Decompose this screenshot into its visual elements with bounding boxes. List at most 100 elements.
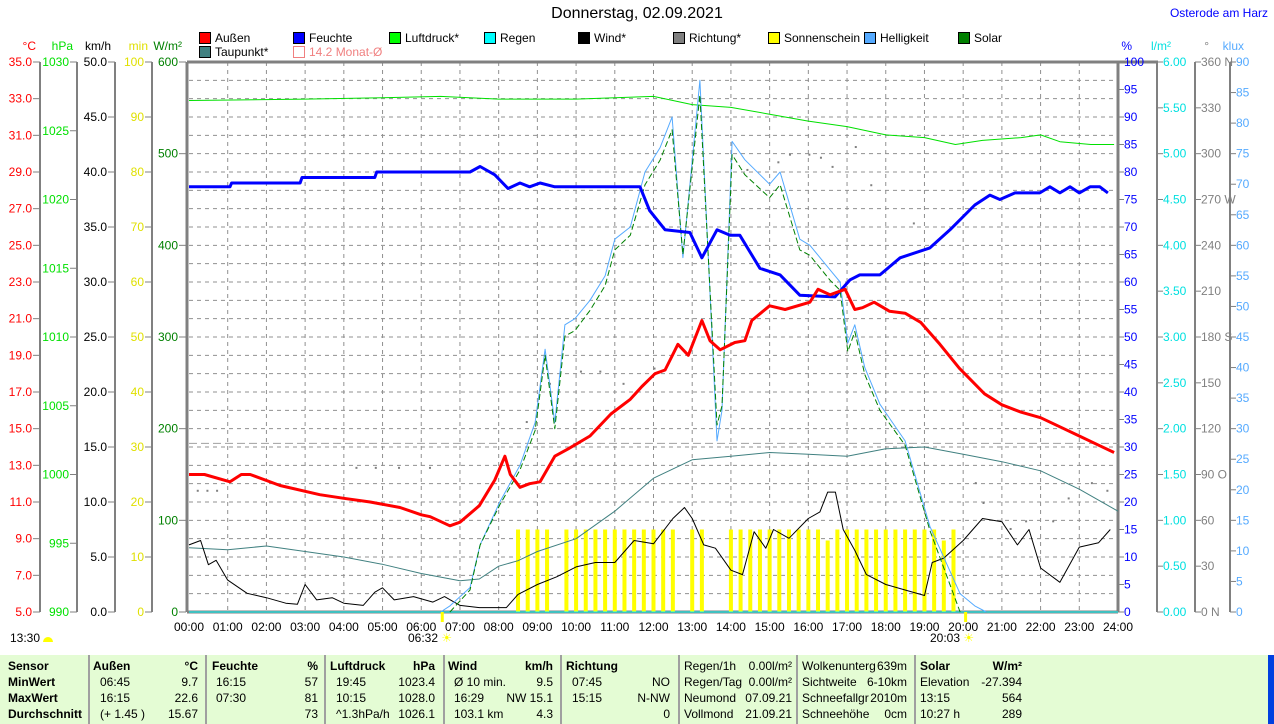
axis-tick-label: 60 — [1124, 275, 1138, 289]
sunshine-bar — [912, 529, 917, 612]
series-solar — [449, 94, 961, 613]
direction-point — [525, 421, 528, 424]
sunshine-bar — [525, 529, 530, 612]
header-sensor: Sensor — [8, 659, 49, 673]
direction-point — [788, 153, 791, 156]
luftdruck-time: 10:15 — [336, 691, 367, 705]
x-tick-label: 06:00 — [406, 620, 436, 634]
direction-point — [653, 367, 656, 370]
direction-point — [1009, 527, 1012, 530]
solar-key: 13:15 — [920, 691, 951, 705]
axis-tick-label: 6.00 — [1163, 55, 1187, 69]
axis-tick-label: 1010 — [42, 330, 69, 344]
left-time-text: 13:30 — [10, 631, 41, 645]
axis-tick-label: 20 — [1236, 483, 1250, 497]
legend-item: Luftdruck* — [389, 31, 459, 45]
axis-tick-label: 1025 — [42, 124, 69, 138]
direction-point — [746, 168, 749, 171]
sunshine-bar — [661, 529, 666, 612]
axis-tick-label: 25.0 — [9, 238, 33, 252]
right-edge-bar — [1268, 655, 1274, 724]
sunshine-bar — [670, 529, 675, 612]
stats-table: Sensor Außen °C Feuchte% Luftdruck hPa Wind km/… — [0, 655, 1268, 724]
axis-tick-label: 70 — [131, 220, 145, 234]
axis-tick-label: 40 — [1236, 361, 1250, 375]
legend-swatch — [199, 32, 211, 44]
legend-item: Außen — [199, 31, 250, 45]
direction-point — [808, 153, 811, 156]
axis-tick-label: 270 W — [1201, 193, 1236, 207]
sun-marker — [440, 612, 444, 622]
axis-tick-label: 1000 — [42, 468, 69, 482]
axis-tick-label: 50 — [131, 330, 145, 344]
sunshine-bar — [748, 529, 753, 612]
axis-tick-label: 300 — [1201, 147, 1221, 161]
aussen-time: (+ 1.45 ) — [100, 707, 146, 721]
left-time: 13:30 — [10, 631, 54, 645]
axis-tick-label: 31.0 — [9, 128, 33, 142]
axis-tick-label: 2.00 — [1163, 422, 1187, 436]
direction-point — [831, 165, 834, 168]
axis-tick-label: 7.0 — [15, 568, 32, 582]
axis-tick-label: 0 — [1236, 605, 1243, 619]
luftdruck-value: 1028.0 — [398, 691, 435, 705]
sunshine-bar — [632, 529, 637, 612]
header-wind-unit: km/h — [524, 659, 553, 673]
aussen-value: 15.67 — [167, 707, 198, 721]
x-tick-label: 19:00 — [909, 620, 939, 634]
axis-tick-label: 90 — [1236, 55, 1250, 69]
x-tick-label: 22:00 — [1026, 620, 1056, 634]
legend-label: Sonnenschein — [784, 31, 861, 45]
direction-point — [1025, 520, 1028, 523]
axis-tick-label: 55 — [1124, 303, 1138, 317]
axis-tick-label: 90 O — [1201, 468, 1227, 482]
x-tick-label: 24:00 — [1103, 620, 1133, 634]
feuchte-value: 81 — [304, 691, 318, 705]
sunshine-bar — [535, 529, 540, 612]
legend-swatch — [293, 46, 305, 58]
axis-unit-temp: °C — [23, 39, 37, 53]
axis-tick-label: 2.50 — [1163, 376, 1187, 390]
legend-label: Solar — [974, 31, 1003, 45]
richtung-time: 15:15 — [572, 691, 603, 705]
x-tick-label: 16:00 — [793, 620, 823, 634]
sunshine-bar — [883, 529, 888, 612]
header-feuchte-unit: % — [307, 659, 318, 673]
direction-point — [355, 466, 358, 469]
sunshine-bar — [690, 529, 695, 612]
axis-tick-label: 19.0 — [9, 348, 33, 362]
axis-tick-label: 330 — [1201, 101, 1221, 115]
legend-swatch — [673, 32, 685, 44]
row-label: MinWert — [8, 675, 56, 689]
axis-tick-label: 1015 — [42, 261, 69, 275]
legend-label: Taupunkt* — [215, 45, 269, 59]
misc-value: 639m — [876, 659, 907, 673]
axis-tick-label: 0.50 — [1163, 559, 1187, 573]
legend-swatch — [578, 32, 590, 44]
sunshine-bar — [699, 529, 704, 612]
sunshine-bar — [864, 529, 869, 612]
axis-tick-label: 3.50 — [1163, 284, 1187, 298]
sunshine-bar — [622, 529, 627, 612]
axis-tick-label: 70 — [1236, 177, 1250, 191]
axis-tick-label: 13.0 — [9, 458, 33, 472]
solar-value: 564 — [1001, 691, 1022, 705]
wind-time: 16:29 — [454, 691, 485, 705]
axis-unit-press: hPa — [52, 39, 74, 53]
axis-tick-label: 10.0 — [84, 495, 108, 509]
x-tick-label: 17:00 — [832, 620, 862, 634]
axis-tick-label: 1005 — [42, 399, 69, 413]
sun-icon: ☀ — [441, 631, 453, 645]
axis-unit-rain: l/m² — [1151, 39, 1171, 53]
misc-key: Wolkenunterg — [802, 659, 876, 673]
legend-swatch — [389, 32, 401, 44]
axis-tick-label: 360 N — [1201, 55, 1233, 69]
axis-tick-label: 5.00 — [1163, 147, 1187, 161]
wind-value: 4.3 — [536, 707, 553, 721]
header-luftdruck: Luftdruck — [330, 659, 386, 673]
chart-title: Donnerstag, 02.09.2021 — [551, 5, 723, 22]
x-tick-label: 09:00 — [522, 620, 552, 634]
legend-label: 14.2 Monat-Ø — [309, 45, 383, 59]
series-wind — [188, 491, 1111, 609]
sunshine-bar — [612, 529, 617, 612]
